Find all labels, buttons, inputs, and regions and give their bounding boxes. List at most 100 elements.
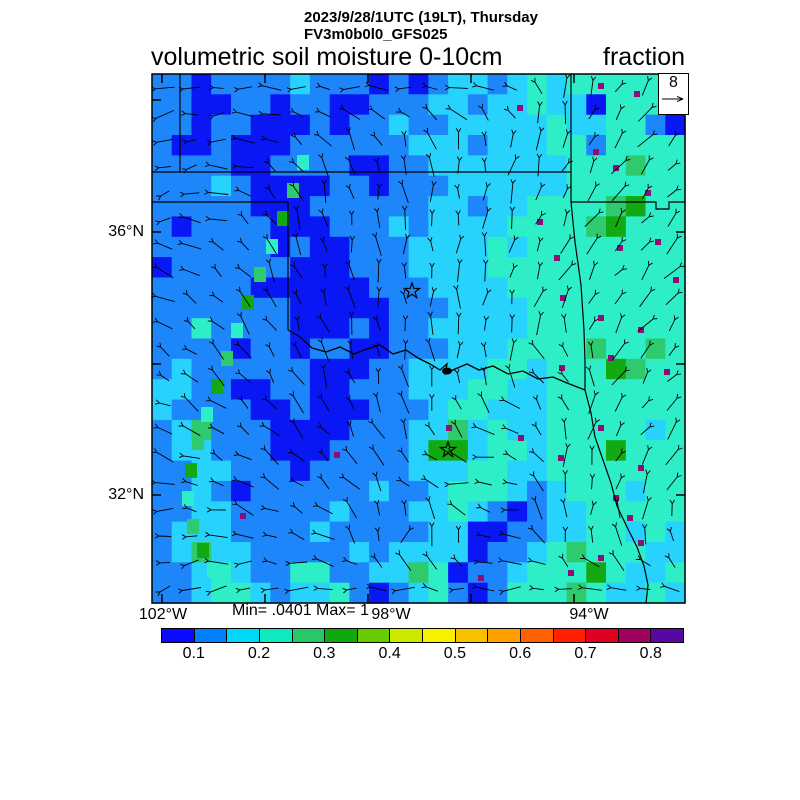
grid-cell xyxy=(191,74,212,95)
grid-cell xyxy=(349,480,370,502)
grid-cell xyxy=(349,399,370,421)
grid-cell xyxy=(645,480,666,502)
grid-cell xyxy=(408,358,429,380)
grid-cell xyxy=(369,257,390,279)
grid-cell xyxy=(487,399,508,421)
grid-cell xyxy=(428,521,449,543)
escarpment-speck xyxy=(277,211,289,226)
grid-cell xyxy=(527,419,548,441)
grid-cell xyxy=(507,521,528,543)
grid-cell xyxy=(250,419,272,441)
colorbar-segment xyxy=(618,629,652,642)
grid-cell xyxy=(625,358,647,380)
escarpment-speck xyxy=(254,267,266,282)
grid-cell xyxy=(171,379,193,401)
grid-cell xyxy=(290,74,311,95)
grid-cell xyxy=(349,460,370,482)
grid-cell xyxy=(191,155,212,177)
grid-cell xyxy=(645,542,666,563)
grid-cell xyxy=(448,582,469,604)
grid-cell xyxy=(645,460,666,482)
grid-cell xyxy=(428,196,449,218)
grid-cell xyxy=(546,521,568,543)
grid-cell xyxy=(211,419,232,441)
grid-cell xyxy=(191,114,212,136)
grid-cell xyxy=(487,501,508,523)
grid-cell xyxy=(171,155,193,177)
grid-cell xyxy=(369,582,390,604)
grid-cell xyxy=(290,460,311,482)
grid-cell xyxy=(250,135,272,156)
grid-cell xyxy=(388,379,410,401)
grid-cell xyxy=(487,155,508,177)
grid-cell xyxy=(349,94,370,116)
grid-cell xyxy=(250,114,272,136)
grid-cell xyxy=(250,440,272,462)
grid-cell xyxy=(428,155,449,177)
grid-cell xyxy=(369,236,390,258)
grid-cell xyxy=(329,399,351,421)
grid-cell xyxy=(625,257,647,279)
grid-cell xyxy=(527,562,548,584)
grid-cell xyxy=(152,135,173,156)
grid-cell xyxy=(467,216,489,238)
grid-cell xyxy=(487,480,508,502)
grid-cell xyxy=(586,379,607,401)
grid-cell xyxy=(270,542,291,563)
grid-cell xyxy=(290,542,311,563)
grid-cell xyxy=(369,155,390,177)
grid-cell xyxy=(231,277,252,299)
grid-cell xyxy=(665,318,686,340)
grid-cell xyxy=(566,257,587,279)
grid-cell xyxy=(270,338,291,360)
grid-cell xyxy=(171,196,193,218)
grid-cell xyxy=(665,480,686,502)
grid-cell xyxy=(231,399,252,421)
grid-cell xyxy=(586,318,607,340)
grid-cell xyxy=(546,501,568,523)
high-moisture-speck xyxy=(638,327,644,333)
grid-cell xyxy=(408,155,429,177)
grid-cell xyxy=(448,277,469,299)
grid-cell xyxy=(566,236,587,258)
grid-cell xyxy=(388,480,410,502)
high-moisture-speck xyxy=(598,83,604,89)
grid-cell xyxy=(665,155,686,177)
grid-cell xyxy=(349,114,370,136)
grid-cell xyxy=(467,521,489,543)
grid-cell xyxy=(152,114,173,136)
grid-cell xyxy=(645,318,666,340)
grid-cell xyxy=(309,318,331,340)
grid-cell xyxy=(487,74,508,95)
grid-cell xyxy=(250,521,272,543)
grid-cell xyxy=(211,297,232,319)
grid-cell xyxy=(408,196,429,218)
wind-arrows-layer xyxy=(150,73,685,597)
grid-cell xyxy=(507,74,528,95)
high-moisture-speck xyxy=(518,435,524,441)
colorbar-segment xyxy=(586,629,619,642)
grid-cell xyxy=(566,94,587,116)
grid-cell xyxy=(448,257,469,279)
grid-cell xyxy=(566,114,587,136)
grid-cell xyxy=(388,114,410,136)
grid-cell xyxy=(309,480,331,502)
grid-cell xyxy=(586,135,607,156)
grid-cell xyxy=(487,216,508,238)
grid-cell xyxy=(428,74,449,95)
grid-cell xyxy=(566,196,587,218)
grid-cell xyxy=(625,94,647,116)
grid-cell xyxy=(171,338,193,360)
grid-cell xyxy=(231,460,252,482)
escarpment-speck xyxy=(221,351,233,366)
grid-cell xyxy=(388,135,410,156)
grid-cell xyxy=(231,358,252,380)
grid-cell xyxy=(625,440,647,462)
grid-cell xyxy=(408,399,429,421)
escarpment-speck xyxy=(197,543,209,558)
grid-cell xyxy=(408,582,429,604)
grid-cell xyxy=(546,135,568,156)
high-moisture-speck xyxy=(638,540,644,546)
grid-cell xyxy=(388,74,410,95)
grid-cell xyxy=(349,175,370,197)
